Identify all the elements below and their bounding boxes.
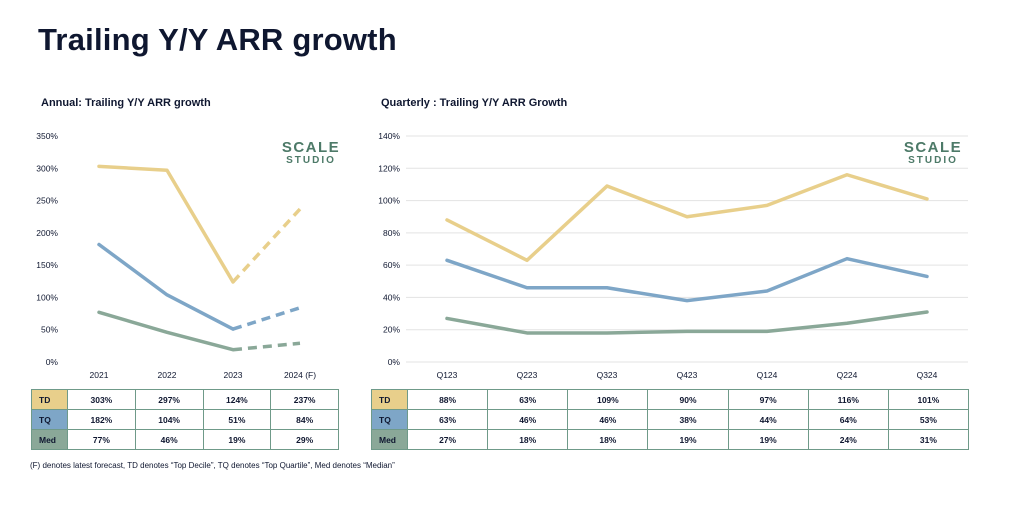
y-tick-label: 300% (36, 163, 58, 173)
logo-line1: SCALE (903, 139, 963, 156)
y-tick-label: 350% (36, 131, 58, 141)
page-title: Trailing Y/Y ARR growth (38, 22, 397, 57)
series-forecast-line-med (232, 341, 301, 352)
annual-chart-title: Annual: Trailing Y/Y ARR growth (41, 97, 211, 109)
x-tick-label: Q224 (837, 370, 858, 380)
table-cell: 124% (202, 389, 272, 410)
logo-line1: SCALE (281, 139, 341, 156)
table-cell: 44% (727, 409, 809, 430)
table-cell: 88% (406, 389, 489, 410)
footnote: (F) denotes latest forecast, TD denotes … (30, 461, 395, 470)
table-cell: 51% (202, 409, 272, 430)
annual-logo: SCALE STUDIO (279, 140, 343, 166)
series-forecast-line-tq (232, 306, 301, 331)
table-row: Med 77% 46% 19% 29% (31, 429, 339, 450)
y-tick-label: 20% (383, 325, 400, 335)
table-cell: 64% (807, 409, 889, 430)
row-label-tq: TQ (31, 409, 68, 430)
x-tick-label: Q123 (437, 370, 458, 380)
table-row: TD 303% 297% 124% 237% (31, 389, 339, 410)
y-tick-label: 250% (36, 196, 58, 206)
x-tick-label: Q324 (917, 370, 938, 380)
table-cell: 63% (487, 389, 569, 410)
y-tick-label: 60% (383, 260, 400, 270)
series-line-med (445, 310, 929, 335)
row-label-td: TD (371, 389, 408, 410)
y-tick-label: 140% (378, 131, 400, 141)
table-cell: 97% (727, 389, 809, 410)
y-tick-label: 80% (383, 228, 400, 238)
y-tick-label: 120% (378, 163, 400, 173)
quarterly-logo: SCALE STUDIO (901, 140, 965, 166)
y-tick-label: 100% (378, 196, 400, 206)
table-cell: 46% (567, 409, 649, 430)
table-cell: 19% (647, 429, 729, 450)
table-cell: 31% (887, 429, 970, 450)
table-cell: 77% (67, 429, 136, 450)
x-tick-label: 2021 (90, 370, 109, 380)
table-cell: 38% (647, 409, 729, 430)
table-cell: 297% (134, 389, 204, 410)
table-cell: 18% (567, 429, 649, 450)
row-label-td: TD (31, 389, 68, 410)
table-cell: 19% (202, 429, 272, 450)
y-tick-label: 50% (41, 325, 58, 335)
table-cell: 63% (406, 409, 489, 430)
x-tick-label: Q423 (677, 370, 698, 380)
y-tick-label: 100% (36, 292, 58, 302)
series-line-td (445, 172, 929, 263)
logo-line2: STUDIO (286, 155, 336, 166)
table-cell: 46% (487, 409, 569, 430)
y-tick-label: 150% (36, 260, 58, 270)
row-label-tq: TQ (371, 409, 408, 430)
table-cell: 90% (647, 389, 729, 410)
quarterly-chart-title: Quarterly : Trailing Y/Y ARR Growth (381, 97, 568, 109)
table-cell: 101% (887, 389, 970, 410)
table-cell: 116% (807, 389, 889, 410)
x-tick-label: Q223 (517, 370, 538, 380)
table-cell: 19% (727, 429, 809, 450)
series-line-tq (445, 256, 929, 303)
table-cell: 18% (487, 429, 569, 450)
x-tick-label: 2023 (224, 370, 243, 380)
table-cell: 237% (270, 389, 339, 410)
x-tick-label: Q124 (757, 370, 778, 380)
table-cell: 109% (567, 389, 649, 410)
logo-line2: STUDIO (908, 155, 958, 166)
table-row: TD 88% 63% 109% 90% 97% 116% 101% (371, 389, 970, 410)
row-label-med: Med (31, 429, 68, 450)
table-cell: 53% (887, 409, 970, 430)
table-cell: 24% (807, 429, 889, 450)
series-line-tq (97, 242, 235, 331)
series-line-med (97, 310, 235, 352)
table-row: TQ 182% 104% 51% 84% (31, 409, 339, 430)
table-cell: 303% (67, 389, 136, 410)
table-row: Med 27% 18% 18% 19% 19% 24% 31% (371, 429, 970, 450)
table-cell: 29% (270, 429, 339, 450)
y-tick-label: 0% (46, 357, 59, 367)
table-cell: 27% (406, 429, 489, 450)
table-cell: 182% (67, 409, 136, 430)
table-row: TQ 63% 46% 46% 38% 44% 64% 53% (371, 409, 970, 430)
table-cell: 104% (134, 409, 204, 430)
table-cell: 84% (270, 409, 339, 430)
x-tick-label: 2022 (158, 370, 177, 380)
x-tick-label: Q323 (597, 370, 618, 380)
row-label-med: Med (371, 429, 408, 450)
series-line-td (97, 164, 235, 284)
table-cell: 46% (134, 429, 204, 450)
x-tick-label: 2024 (F) (284, 370, 316, 380)
annual-data-table: TD 303% 297% 124% 237% TQ 182% 104% 51% 84% Med 77%… (31, 389, 339, 450)
series-forecast-line-td (231, 207, 302, 284)
y-tick-label: 200% (36, 228, 58, 238)
y-tick-label: 0% (388, 357, 401, 367)
y-tick-label: 40% (383, 292, 400, 302)
quarterly-data-table: TD 88% 63% 109% 90% 97% 116% 101% TQ 63% 46% 46% 38%… (371, 389, 970, 450)
